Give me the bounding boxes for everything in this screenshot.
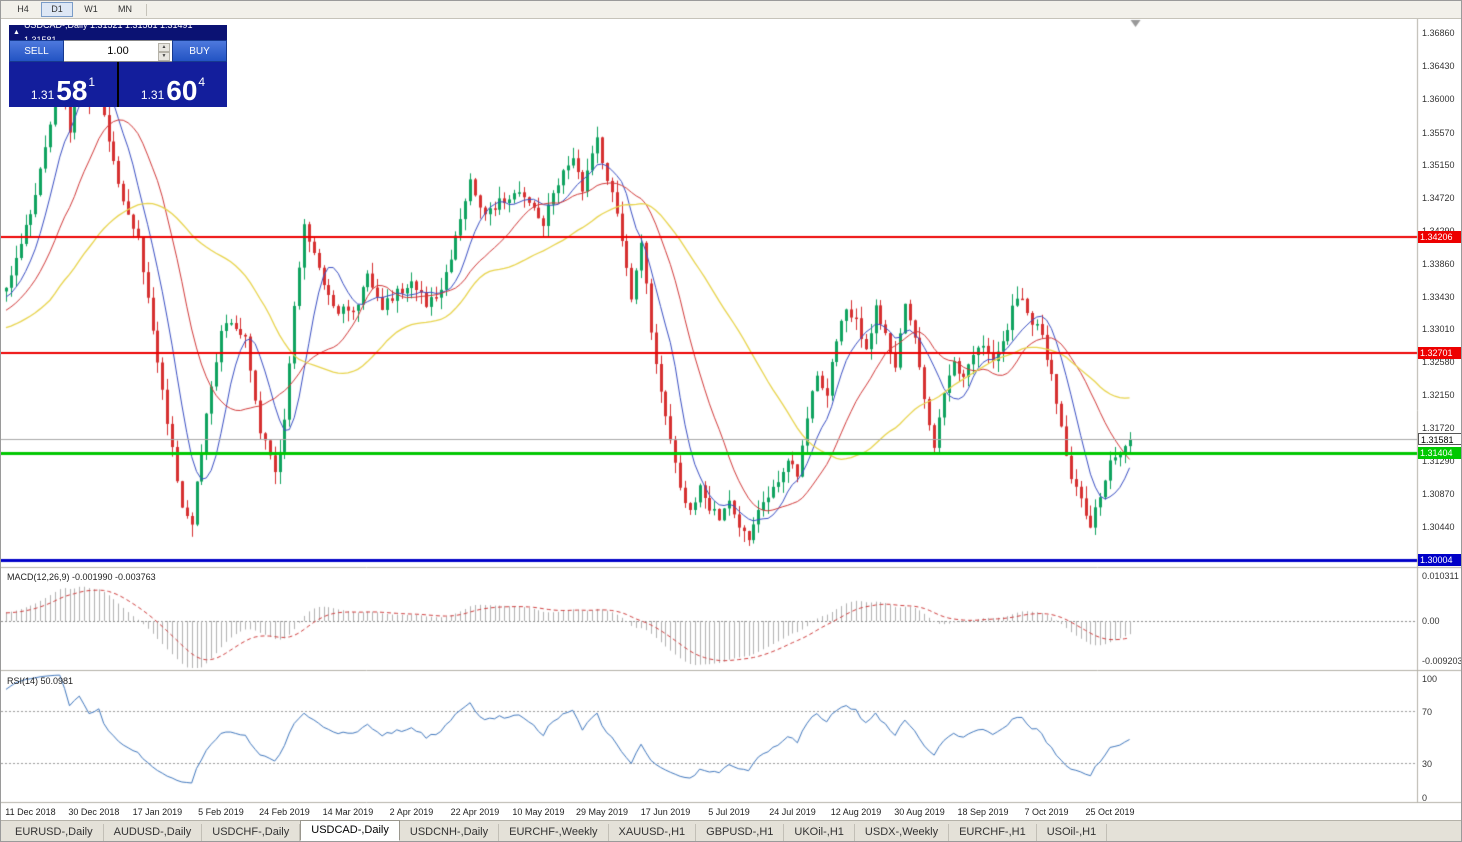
- timeframe-button-mn[interactable]: MN: [118, 4, 132, 14]
- chart-tab-eurusd-daily[interactable]: EURUSD-,Daily: [5, 824, 104, 841]
- ask-prefix: 1.31: [140, 87, 165, 102]
- volume-spinner[interactable]: ▲ ▼: [158, 43, 170, 61]
- timeframe-button-w1[interactable]: W1: [84, 4, 98, 14]
- buy-button[interactable]: BUY: [172, 40, 227, 62]
- chart-tab-usdcad-daily[interactable]: USDCAD-,Daily: [300, 820, 400, 841]
- trade-controls-row: SELL 1.00 ▲ ▼ BUY: [9, 40, 227, 62]
- timeframe-toolbar: H4 D1 W1 MN: [1, 1, 1461, 19]
- bid-prefix: 1.31: [30, 87, 55, 102]
- toolbar-separator: [146, 3, 147, 16]
- chart-tab-eurchf-weekly[interactable]: EURCHF-,Weekly: [499, 824, 609, 841]
- chart-tab-ukoil-h1[interactable]: UKOil-,H1: [784, 824, 855, 841]
- collapse-arrow-icon[interactable]: ▲: [13, 29, 20, 36]
- chart-tab-xauusd-h1[interactable]: XAUUSD-,H1: [609, 824, 697, 841]
- chart-tab-audusd-daily[interactable]: AUDUSD-,Daily: [104, 824, 203, 841]
- spinner-up-icon[interactable]: ▲: [158, 43, 170, 52]
- ohlc-text: USDCAD-,Daily 1.31521 1.31581 1.31491 1.…: [23, 19, 193, 45]
- chart-tab-usdcnh-daily[interactable]: USDCNH-,Daily: [400, 824, 500, 841]
- timeframe-button-h4[interactable]: H4: [17, 4, 29, 14]
- spinner-down-icon[interactable]: ▼: [158, 52, 170, 61]
- volume-input[interactable]: 1.00 ▲ ▼: [64, 40, 172, 62]
- ask-pipette: 4: [198, 75, 206, 89]
- sell-button[interactable]: SELL: [9, 40, 64, 62]
- chart-ohlc-header[interactable]: ▲ USDCAD-,Daily 1.31521 1.31581 1.31491 …: [9, 20, 227, 45]
- bid-big-digits: 58: [56, 74, 88, 106]
- chart-tabs-bar: EURUSD-,Daily AUDUSD-,Daily USDCHF-,Daily U…: [1, 820, 1461, 841]
- one-click-trading-panel: ▲ USDCAD-,Daily 1.31521 1.31581 1.31491 …: [9, 20, 227, 107]
- volume-value: 1.00: [107, 45, 129, 57]
- bid-ask-row: 1.31 58 1 1.31 60 4: [9, 62, 227, 107]
- chart-tab-usdx-weekly[interactable]: USDX-,Weekly: [855, 824, 950, 841]
- chart-tab-usdchf-daily[interactable]: USDCHF-,Daily: [202, 824, 301, 841]
- chart-tab-gbpusd-h1[interactable]: GBPUSD-,H1: [696, 824, 785, 841]
- bid-price[interactable]: 1.31 58 1: [9, 62, 117, 107]
- ask-price[interactable]: 1.31 60 4: [119, 62, 227, 107]
- ask-big-digits: 60: [166, 74, 198, 106]
- chart-tab-usoil-h1[interactable]: USOil-,H1: [1037, 824, 1108, 841]
- bid-pipette: 1: [88, 75, 96, 89]
- timeframe-button-group: H4 D1 W1 MN: [7, 2, 141, 17]
- timeframe-button-d1[interactable]: D1: [41, 2, 73, 17]
- chart-tab-eurchf-h1[interactable]: EURCHF-,H1: [949, 824, 1037, 841]
